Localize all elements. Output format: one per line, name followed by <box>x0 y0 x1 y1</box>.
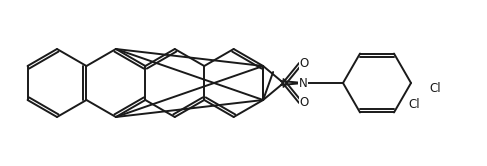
Text: O: O <box>300 56 309 70</box>
Text: Cl: Cl <box>429 82 441 94</box>
Text: Cl: Cl <box>408 98 420 111</box>
Text: O: O <box>300 96 309 110</box>
Text: N: N <box>299 77 307 89</box>
